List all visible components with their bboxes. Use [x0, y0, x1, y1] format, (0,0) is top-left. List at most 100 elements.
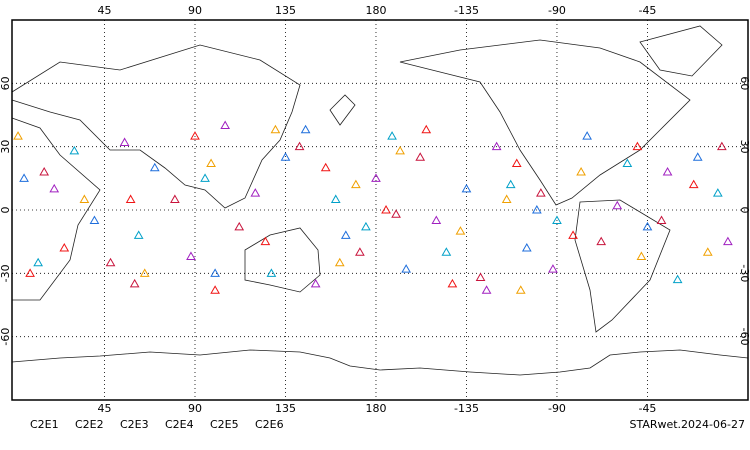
point — [455, 226, 466, 235]
y-tick-label: 60 — [0, 76, 12, 90]
y-tick-label: 0 — [738, 207, 750, 214]
point — [716, 141, 727, 151]
point — [33, 257, 44, 267]
point — [481, 285, 492, 294]
point — [491, 141, 502, 151]
point — [548, 264, 558, 273]
point — [206, 158, 216, 168]
legend-entry: C2E4 — [165, 418, 194, 431]
point — [19, 173, 29, 182]
point — [39, 166, 50, 176]
point — [596, 236, 607, 246]
point — [79, 194, 90, 203]
x-tick-label: -135 — [454, 402, 479, 415]
point — [13, 131, 23, 140]
point — [310, 278, 321, 288]
point — [475, 272, 486, 282]
y-tick-label: -30 — [0, 264, 12, 282]
x-tick-label: 45 — [98, 402, 112, 415]
point — [119, 137, 130, 146]
point — [210, 285, 220, 294]
legend-entry: C2E1 — [30, 418, 59, 431]
point — [568, 230, 578, 239]
point — [582, 131, 592, 140]
point — [149, 162, 160, 172]
point — [636, 251, 647, 260]
point — [415, 152, 426, 161]
coastlines — [11, 25, 749, 376]
x-tick-label: 90 — [188, 402, 202, 415]
point — [642, 221, 653, 231]
x-tick-label: 180 — [365, 402, 386, 415]
point — [511, 158, 522, 168]
point — [381, 204, 391, 214]
legend-entry: C2E3 — [120, 418, 149, 431]
y-tick-label: 60 — [738, 76, 750, 90]
point — [576, 166, 586, 176]
point — [49, 183, 60, 193]
y-tick-label: -60 — [738, 328, 750, 346]
point — [395, 145, 405, 155]
point — [320, 162, 331, 172]
point — [340, 230, 351, 239]
caption: STARwet.2024-06-27 — [629, 418, 745, 431]
point — [250, 188, 261, 197]
point — [662, 166, 673, 176]
point — [89, 215, 100, 225]
axes: 45 45 90 90 135 135 180 180 -135 -135 -90 -90 -45 -45… — [0, 4, 750, 415]
x-tick-label: -45 — [638, 402, 656, 415]
point — [69, 145, 80, 155]
point — [387, 131, 397, 140]
point — [447, 278, 458, 288]
map-frame — [11, 19, 749, 401]
point — [260, 236, 271, 246]
x-tick-label: 180 — [365, 4, 386, 17]
point — [59, 242, 70, 252]
point — [25, 268, 35, 277]
point — [133, 230, 144, 239]
point — [170, 194, 180, 203]
point — [294, 141, 305, 151]
x-tick-label: 90 — [188, 4, 202, 17]
point — [612, 200, 623, 210]
point — [431, 215, 442, 225]
point — [515, 285, 526, 294]
grid — [12, 20, 748, 400]
x-tick-label: 45 — [98, 4, 112, 17]
point — [361, 221, 371, 231]
point — [334, 257, 345, 267]
point — [210, 268, 220, 277]
point — [501, 194, 512, 203]
point — [702, 247, 713, 256]
x-tick-label: 135 — [275, 4, 296, 17]
point — [355, 247, 365, 256]
point — [505, 179, 516, 189]
point — [371, 173, 381, 182]
legend-entry: C2E2 — [75, 418, 104, 431]
legend-entry: C2E6 — [255, 418, 284, 431]
point — [139, 268, 150, 277]
point — [330, 194, 341, 203]
legend-entry: C2E5 — [210, 418, 239, 431]
point — [186, 251, 196, 260]
point — [280, 152, 291, 161]
y-tick-label: -30 — [738, 264, 750, 282]
point — [391, 209, 401, 218]
point — [622, 158, 633, 168]
point — [692, 152, 703, 161]
point — [656, 215, 667, 225]
point — [190, 131, 200, 140]
point — [300, 124, 311, 134]
point — [266, 268, 277, 277]
point — [129, 278, 140, 288]
point — [712, 188, 723, 197]
point — [441, 247, 452, 256]
point — [220, 120, 231, 130]
point — [200, 173, 210, 182]
point — [401, 264, 412, 273]
point — [531, 204, 542, 214]
point — [521, 242, 532, 252]
point — [105, 257, 116, 267]
points — [13, 120, 733, 294]
